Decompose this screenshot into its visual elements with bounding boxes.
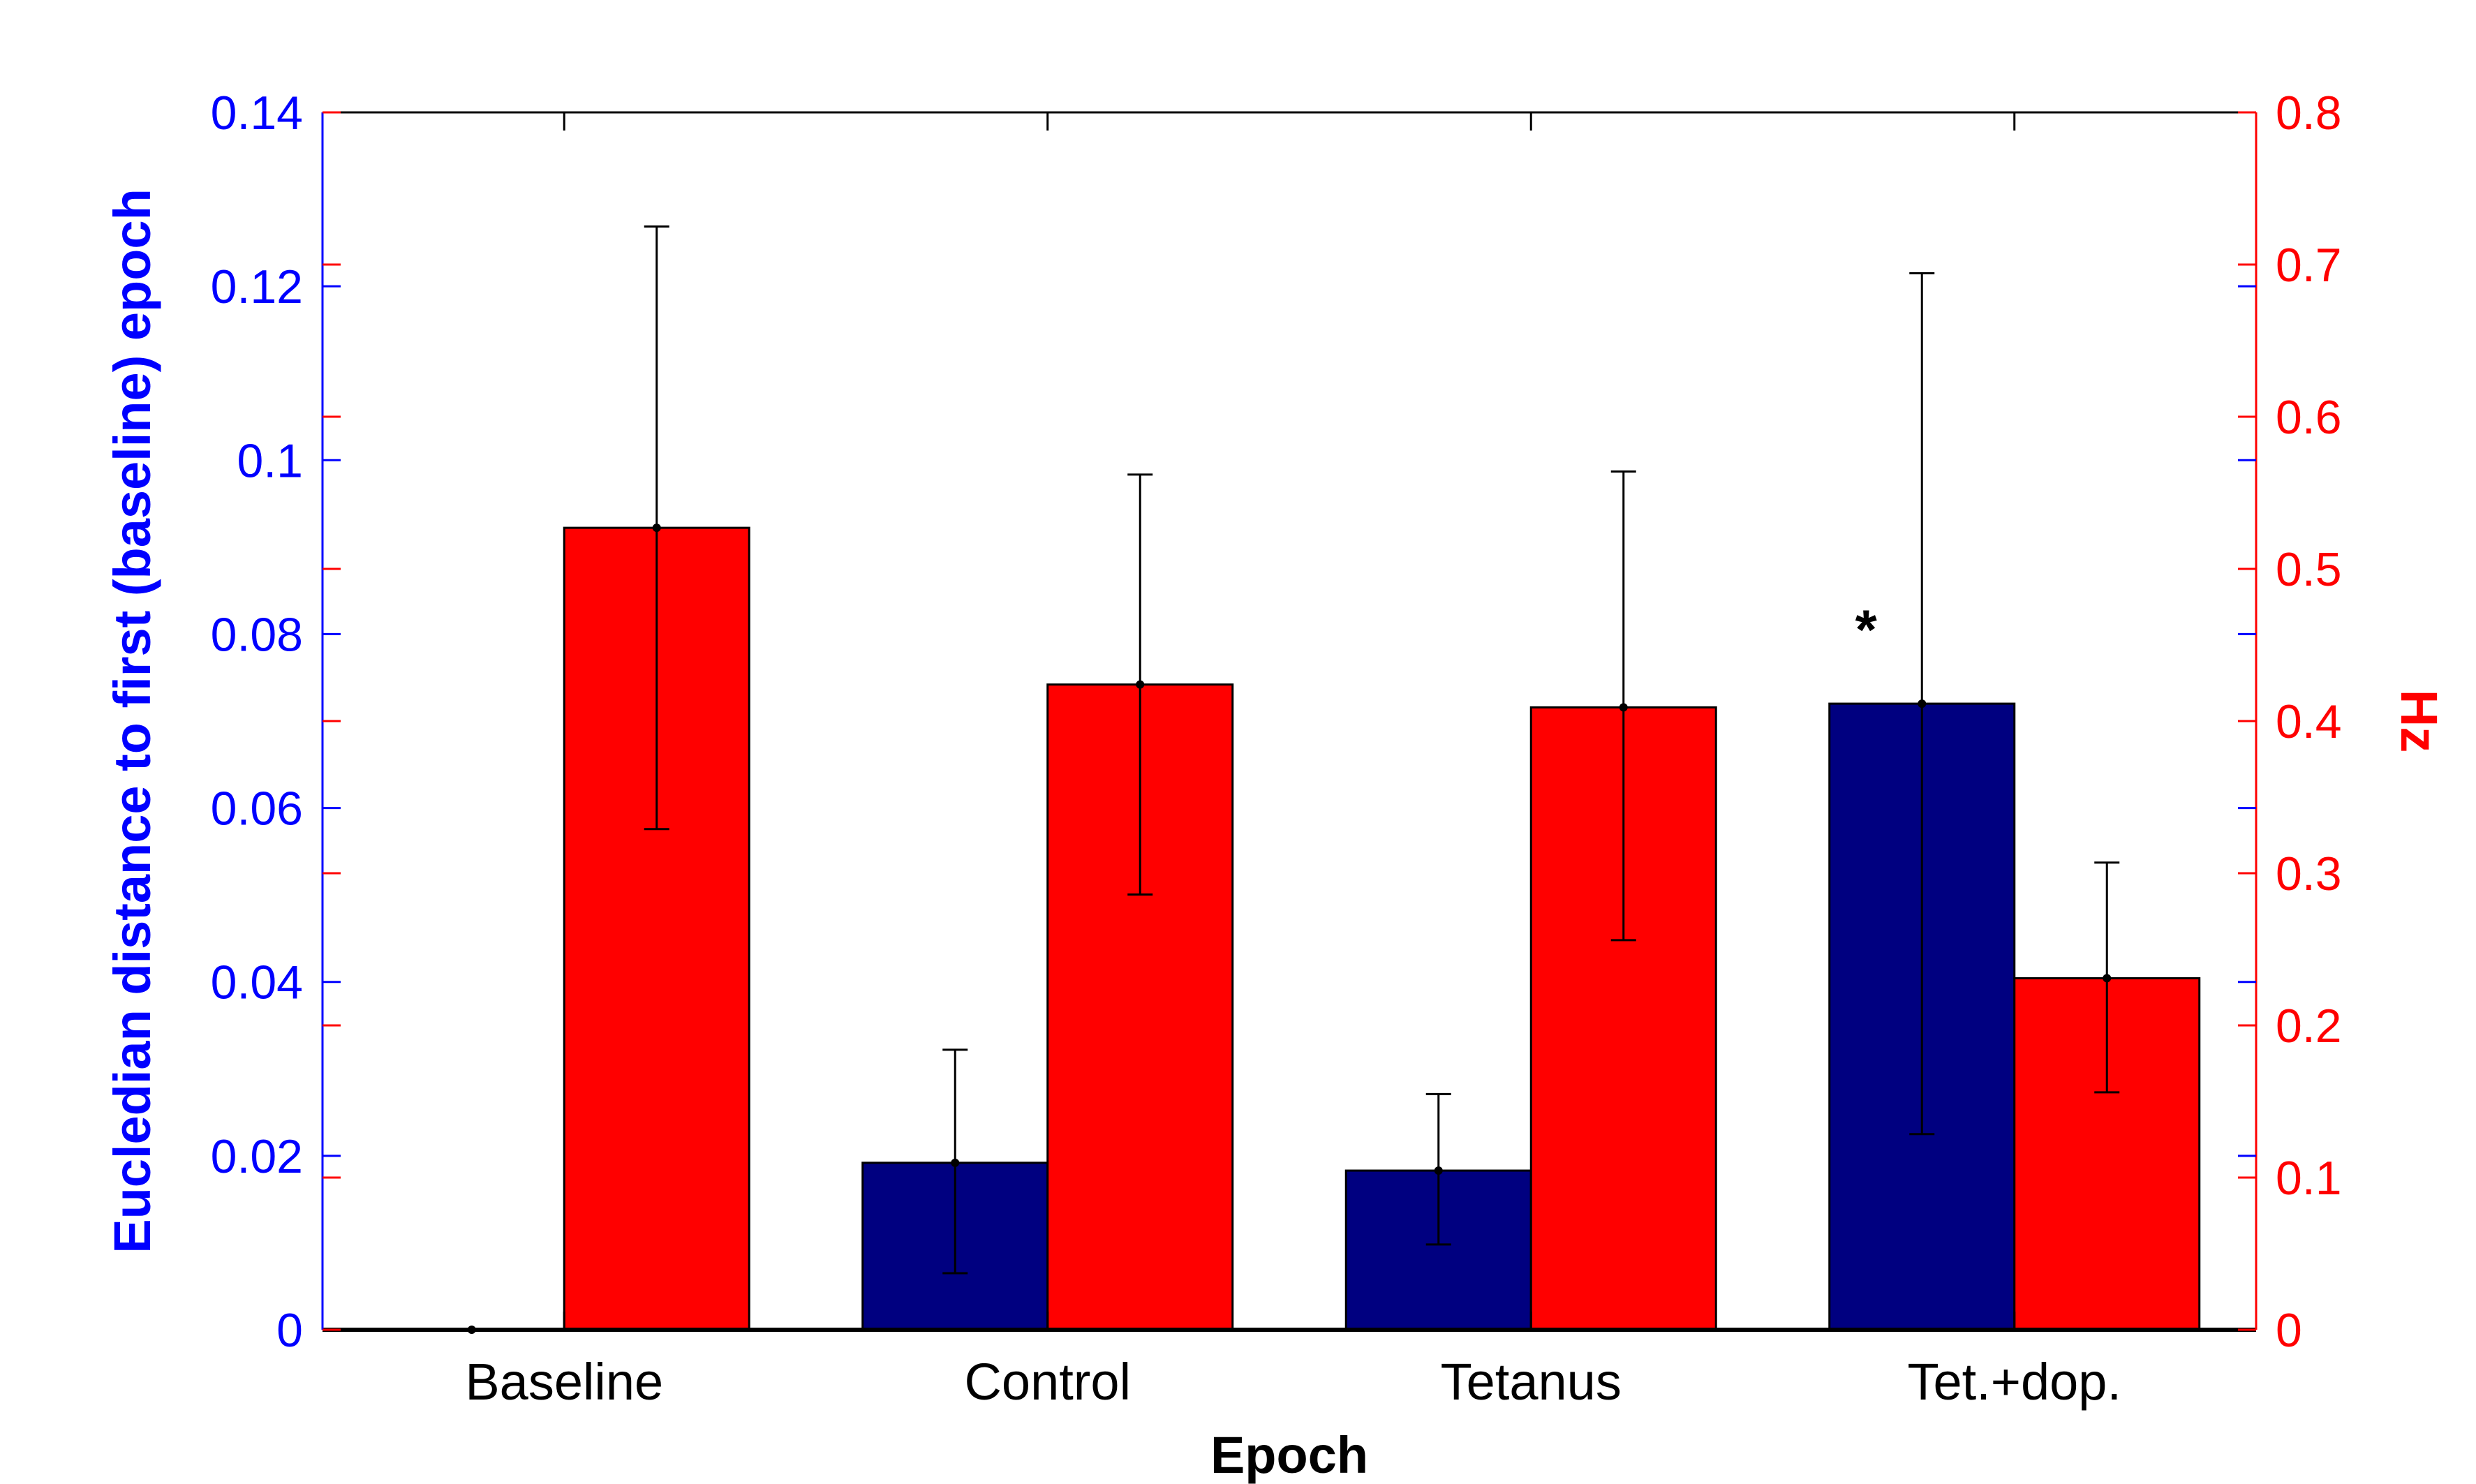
- y-right-tick-label-1: 0.1: [2276, 1152, 2342, 1205]
- y-left-tick-label-0: 0: [276, 1304, 303, 1357]
- y-left-tick-label-5: 0.1: [237, 434, 303, 487]
- chart-overlay: Baseline Control Tetanus Tet.+dop. 0 0.02 0.04…: [103, 87, 2448, 1484]
- x-tick-label-1: Control: [964, 1353, 1131, 1411]
- y-right-tick-label-8: 0.8: [2276, 87, 2342, 140]
- y-right-tick-label-4: 0.4: [2276, 695, 2342, 748]
- y-right-tick-label-7: 0.7: [2276, 239, 2342, 292]
- y-axis-left-title: Eucledian distance to first (baseline) e…: [103, 188, 161, 1254]
- data-point-0-1: [951, 1158, 960, 1167]
- x-tick-label-2: Tetanus: [1441, 1353, 1622, 1411]
- significance-marker-0: *: [1855, 599, 1878, 661]
- x-tick-label-3: Tet.+dop.: [1907, 1353, 2121, 1411]
- y-right-tick-label-6: 0.6: [2276, 391, 2342, 444]
- chart-marks: [467, 225, 2201, 1334]
- data-point-1-2: [1619, 703, 1628, 712]
- y-right-tick-label-5: 0.5: [2276, 543, 2342, 596]
- y-left-tick-label-2: 0.04: [211, 956, 303, 1009]
- data-point-1-1: [1136, 680, 1145, 689]
- y-axis-right-title: Hz: [2390, 690, 2448, 752]
- data-point-1-3: [2103, 974, 2112, 983]
- data-point-1-0: [652, 524, 661, 533]
- y-right-tick-label-2: 0.2: [2276, 1000, 2342, 1053]
- data-point-0-2: [1434, 1166, 1443, 1175]
- data-point-0-3: [1918, 699, 1927, 708]
- y-left-tick-label-6: 0.12: [211, 260, 303, 313]
- y-left-tick-label-3: 0.06: [211, 782, 303, 836]
- y-left-tick-label-7: 0.14: [211, 87, 303, 140]
- x-axis-title: Epoch: [1210, 1426, 1368, 1484]
- y-right-tick-label-3: 0.3: [2276, 847, 2342, 900]
- x-tick-label-0: Baseline: [465, 1353, 663, 1411]
- y-left-tick-label-4: 0.08: [211, 608, 303, 661]
- y-right-tick-label-0: 0: [2276, 1304, 2302, 1357]
- y-left-tick-label-1: 0.02: [211, 1130, 303, 1183]
